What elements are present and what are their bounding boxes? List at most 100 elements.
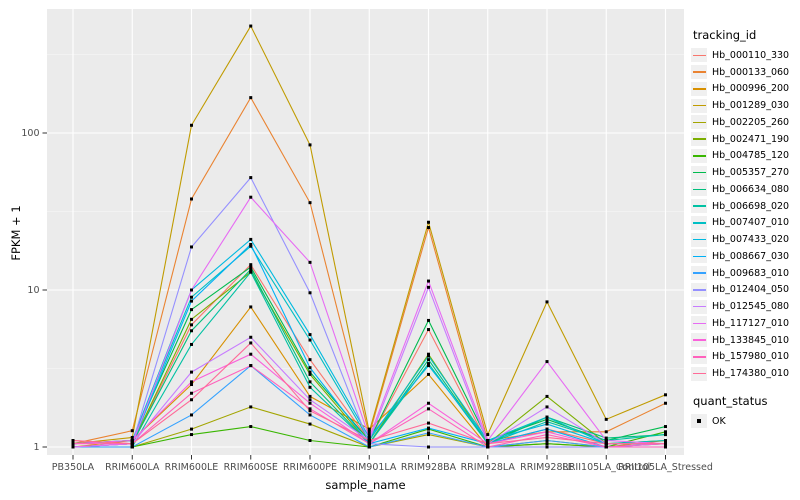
legend-entry-Hb_008667_030: Hb_008667_030 xyxy=(691,248,799,265)
data-point xyxy=(664,401,667,405)
x-tick-label: RRIM928BA xyxy=(401,462,457,473)
data-point xyxy=(427,358,430,362)
data-point xyxy=(249,405,253,409)
data-point xyxy=(130,439,134,443)
legend-key xyxy=(691,215,707,230)
legend: tracking_id Hb_000110_330 Hb_000133_060 Hb… xyxy=(691,28,799,430)
data-point xyxy=(308,409,312,413)
data-point xyxy=(190,308,193,312)
legend-key xyxy=(691,115,707,130)
data-point xyxy=(367,433,371,437)
legend-key-line xyxy=(692,188,706,191)
legend-key-line xyxy=(692,305,706,308)
data-point xyxy=(71,445,75,449)
data-point xyxy=(190,427,193,431)
x-tick-label: RRIM901LA xyxy=(342,462,397,473)
data-point xyxy=(427,285,430,289)
data-point xyxy=(486,442,490,446)
data-point xyxy=(308,385,312,389)
legend-key xyxy=(691,266,707,281)
data-point xyxy=(249,195,253,199)
data-point xyxy=(249,263,253,267)
data-point xyxy=(249,341,253,345)
data-point xyxy=(486,439,490,443)
data-point xyxy=(427,364,430,368)
data-point xyxy=(427,407,430,411)
data-point xyxy=(249,242,253,246)
y-tick-label: 10 xyxy=(27,285,39,296)
x-tick-label: RRIM600SE xyxy=(224,462,278,473)
data-point xyxy=(190,370,193,374)
legend-key xyxy=(691,349,707,364)
data-point xyxy=(427,328,430,332)
data-point xyxy=(190,245,193,249)
legend-entry-Hb_012404_050: Hb_012404_050 xyxy=(691,282,799,299)
legend-entry-label: Hb_000110_330 xyxy=(712,49,790,61)
legend-key-line xyxy=(692,356,706,358)
legend-entry-Hb_000133_060: Hb_000133_060 xyxy=(691,64,799,81)
legend-key xyxy=(691,316,707,331)
legend-entry-Hb_117127_010: Hb_117127_010 xyxy=(691,315,799,332)
legend-entry-label: Hb_000996_200 xyxy=(712,83,790,95)
legend-key xyxy=(691,199,707,214)
data-point xyxy=(367,439,371,443)
data-point xyxy=(190,123,193,127)
data-point xyxy=(427,433,430,437)
y-axis-title: FPKM + 1 xyxy=(9,205,23,261)
legend-entry-Hb_002205_260: Hb_002205_260 xyxy=(691,114,799,131)
data-point xyxy=(190,380,193,384)
legend-entry-Hb_007433_020: Hb_007433_020 xyxy=(691,231,799,248)
data-point xyxy=(190,295,193,299)
legend-key-line xyxy=(692,121,706,124)
data-point xyxy=(427,431,430,435)
data-point xyxy=(249,335,253,339)
data-point xyxy=(190,398,193,402)
legend-entry-Hb_002471_190: Hb_002471_190 xyxy=(691,131,799,148)
legend-entries: Hb_000110_330 Hb_000133_060 Hb_000996_200 H… xyxy=(691,47,799,382)
data-point xyxy=(308,201,312,205)
data-point xyxy=(308,413,312,417)
data-point xyxy=(308,291,312,295)
data-point xyxy=(545,430,549,434)
legend-entry-label: Hb_002205_260 xyxy=(712,116,790,128)
data-point xyxy=(190,383,193,387)
data-point xyxy=(71,439,75,443)
legend-key-line xyxy=(692,54,706,57)
data-point xyxy=(249,24,253,28)
data-point xyxy=(190,413,193,417)
legend-entry-label: Hb_004785_120 xyxy=(712,150,790,162)
legend-entry-label: Hb_007433_020 xyxy=(712,234,790,246)
legend-entry-label: Hb_001289_030 xyxy=(712,100,790,112)
point-square-icon xyxy=(697,419,701,424)
legend-key xyxy=(691,282,707,297)
legend-entry-label: Hb_117127_010 xyxy=(712,317,790,329)
legend-entry-label: Hb_005357_270 xyxy=(712,167,790,179)
legend-entry-Hb_006634_080: Hb_006634_080 xyxy=(691,181,799,198)
data-point xyxy=(486,433,490,437)
legend-key-line xyxy=(692,255,706,258)
legend-key-line xyxy=(692,272,706,274)
data-point xyxy=(664,442,667,446)
legend-key-line xyxy=(692,138,706,140)
x-tick-label: RRIM928LA xyxy=(461,462,516,473)
data-point xyxy=(427,426,430,430)
legend-entry-Hb_000110_330: Hb_000110_330 xyxy=(691,47,799,64)
quant-status-entry: OK xyxy=(691,413,799,430)
legend-key-line xyxy=(692,171,706,174)
data-point xyxy=(249,244,253,248)
legend-key-line xyxy=(692,71,706,73)
data-point xyxy=(545,445,549,449)
data-point xyxy=(427,279,430,283)
data-point xyxy=(664,425,667,429)
data-point xyxy=(367,442,371,446)
x-tick-label: RRIM928LE xyxy=(520,462,574,473)
data-point xyxy=(190,299,193,303)
legend-entry-Hb_007407_010: Hb_007407_010 xyxy=(691,215,799,232)
legend-quant-status: quant_status OK xyxy=(691,394,799,430)
quant-entries: OK xyxy=(691,413,799,430)
data-point xyxy=(190,288,193,292)
legend-entry-label: Hb_000133_060 xyxy=(712,66,790,78)
data-point xyxy=(545,394,549,398)
data-point xyxy=(664,433,667,437)
legend-entry-label: Hb_002471_190 xyxy=(712,133,790,145)
